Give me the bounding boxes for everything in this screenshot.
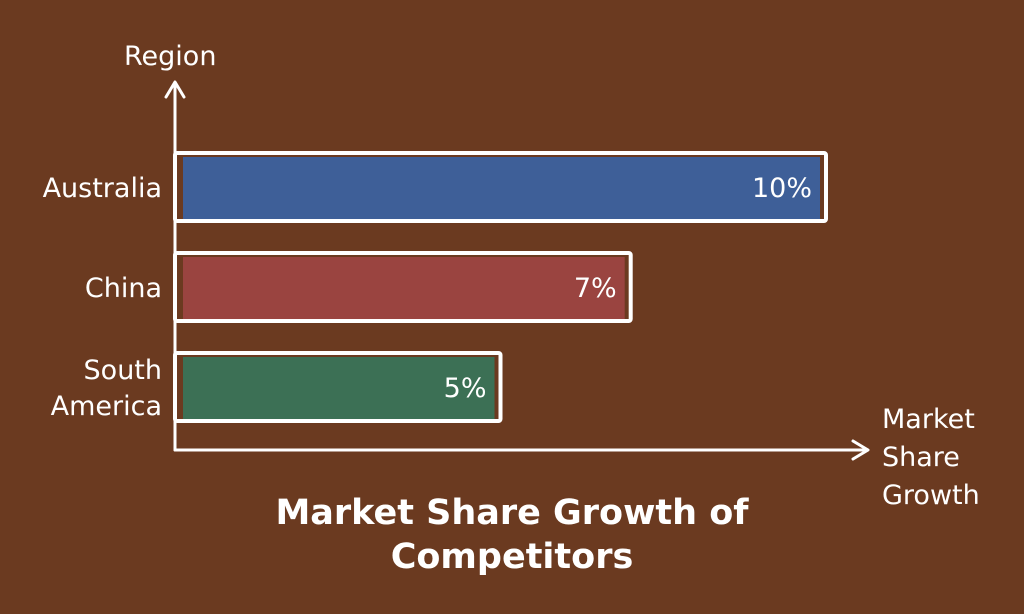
value-label-1: 7%: [574, 273, 617, 304]
bar-fill-0: [183, 157, 820, 219]
bar-fill-2: [183, 357, 495, 419]
bar-fill-1: [183, 257, 625, 319]
category-label-1: China: [85, 273, 162, 304]
y-axis-label: Region: [124, 41, 216, 72]
value-label-2: 5%: [444, 373, 487, 404]
bar-0: [173, 151, 828, 223]
bar-2: [173, 351, 503, 423]
bar-1: [173, 251, 633, 323]
x-axis-label: Market Share Growth: [882, 404, 980, 511]
category-labels: Australia China South America: [43, 173, 162, 422]
bars: 10% 7% 5%: [173, 151, 828, 423]
chart-title: Market Share Growth of Competitors: [275, 493, 749, 577]
y-axis-arrow: [164, 80, 186, 99]
category-label-0: Australia: [43, 173, 162, 204]
x-axis-arrow: [851, 439, 870, 461]
category-label-2: South America: [51, 355, 162, 422]
value-label-0: 10%: [752, 173, 812, 204]
